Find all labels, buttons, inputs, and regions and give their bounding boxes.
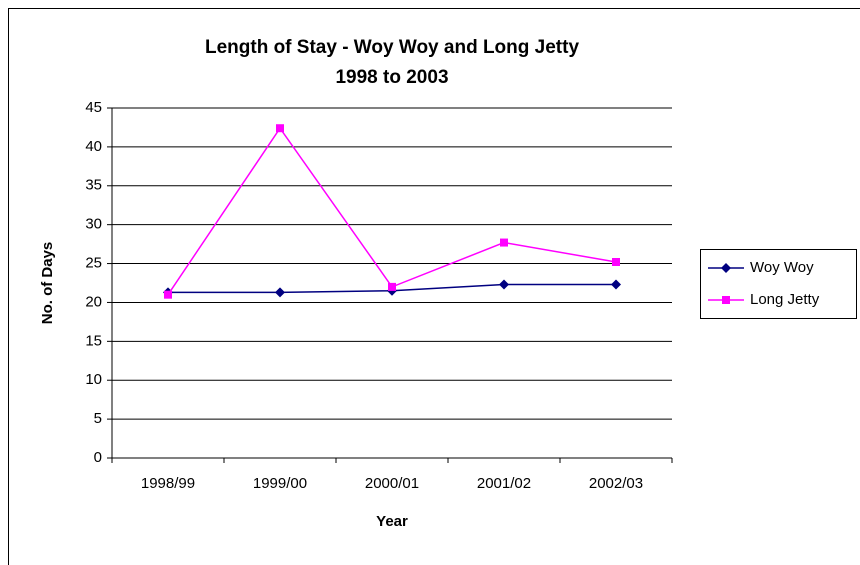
x-tick-label: 1998/99 [141,475,195,492]
y-tick-label: 5 [94,410,102,427]
marker [612,258,620,266]
y-tick-label: 0 [94,449,102,466]
marker [499,279,509,290]
y-tick-label: 10 [85,371,102,388]
y-tick-label: 25 [85,255,102,272]
y-tick-label: 20 [85,293,102,310]
chart-title: Length of Stay - Woy Woy and Long Jetty [205,37,579,58]
y-tick-label: 15 [85,332,102,349]
x-tick-label: 2001/02 [477,475,531,492]
marker [275,287,285,298]
marker [164,290,172,299]
legend-label: Long Jetty [750,291,820,308]
marker [722,296,730,304]
y-tick-label: 40 [85,138,102,155]
y-tick-label: 45 [85,99,102,116]
x-tick-label: 2002/03 [589,475,643,492]
chart-title: 1998 to 2003 [335,67,448,88]
y-tick-label: 35 [85,177,102,194]
y-axis-label: No. of Days [39,242,56,325]
legend-box [700,249,857,319]
x-tick-label: 2000/01 [365,475,419,492]
x-tick-label: 1999/00 [253,475,307,492]
marker [500,238,508,247]
marker [388,282,396,291]
marker [276,124,284,133]
y-tick-label: 30 [85,216,102,233]
legend-label: Woy Woy [750,259,814,276]
marker [611,279,621,290]
marker [721,263,731,273]
x-axis-label: Year [376,513,408,530]
